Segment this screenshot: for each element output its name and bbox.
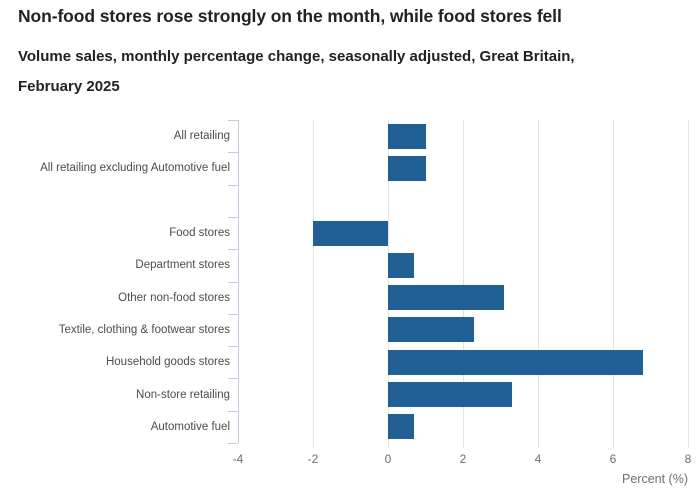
y-axis-tick — [228, 443, 238, 444]
gridline — [538, 120, 539, 448]
chart-subtitle: Volume sales, monthly percentage change,… — [18, 48, 575, 95]
category-label: Non-store retailing — [136, 388, 230, 401]
category-label: All retailing excluding Automotive fuel — [40, 162, 230, 175]
y-axis-tick — [228, 249, 238, 251]
bar — [388, 414, 415, 440]
x-tick-label: -4 — [232, 452, 244, 466]
bar — [388, 382, 512, 408]
category-label: All retailing — [173, 130, 230, 143]
gridline — [613, 120, 614, 448]
bar — [388, 285, 505, 311]
bar — [388, 123, 426, 149]
y-axis-tick — [228, 184, 238, 186]
category-label: Department stores — [135, 259, 230, 272]
category-label: Food stores — [169, 227, 230, 240]
gridline — [463, 120, 464, 448]
bar — [388, 155, 426, 181]
y-axis-tick — [228, 152, 238, 154]
y-axis-line — [238, 120, 239, 443]
x-axis-title: Percent (%) — [622, 472, 688, 486]
x-tick-label: -2 — [307, 452, 319, 466]
gridline — [313, 120, 314, 448]
y-axis-tick — [228, 216, 238, 218]
y-axis-tick — [228, 281, 238, 283]
category-label: Household goods stores — [105, 356, 230, 369]
y-axis-tick — [228, 313, 238, 315]
bar — [313, 220, 388, 246]
y-axis-tick — [228, 346, 238, 348]
y-axis-tick — [228, 410, 238, 412]
x-tick-label: 6 — [609, 452, 617, 466]
x-tick-label: 0 — [384, 452, 392, 466]
category-label: Automotive fuel — [150, 420, 230, 433]
category-label: Textile, clothing & footwear stores — [58, 323, 230, 336]
y-axis-tick — [228, 120, 238, 121]
chart-title: Non-food stores rose strongly on the mon… — [18, 6, 562, 26]
bar — [388, 252, 415, 278]
bar — [388, 349, 643, 375]
y-axis-tick — [228, 378, 238, 380]
bar — [388, 317, 475, 343]
x-tick-label: 4 — [534, 452, 542, 466]
gridline — [688, 120, 689, 448]
x-tick-label: 2 — [459, 452, 467, 466]
x-tick-label: 8 — [684, 452, 692, 466]
category-label: Other non-food stores — [118, 291, 230, 304]
gridline — [388, 120, 389, 448]
